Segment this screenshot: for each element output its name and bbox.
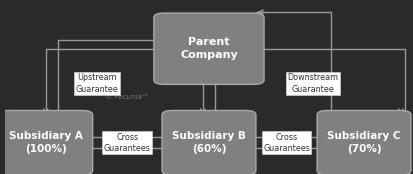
- FancyBboxPatch shape: [0, 110, 93, 174]
- FancyBboxPatch shape: [317, 110, 411, 174]
- Text: Upstream
Guarantee: Upstream Guarantee: [75, 73, 118, 94]
- Text: Subsidiary C
(70%): Subsidiary C (70%): [327, 131, 401, 154]
- Text: Parent
Company: Parent Company: [180, 37, 238, 60]
- Text: © Pecunia™: © Pecunia™: [105, 94, 149, 100]
- Text: Downstream
Guarantee: Downstream Guarantee: [287, 73, 339, 94]
- Text: Subsidiary A
(100%): Subsidiary A (100%): [9, 131, 83, 154]
- FancyBboxPatch shape: [154, 13, 264, 84]
- FancyBboxPatch shape: [162, 110, 256, 174]
- Text: Cross
Guarantees: Cross Guarantees: [104, 133, 151, 153]
- Text: Subsidiary B
(60%): Subsidiary B (60%): [172, 131, 246, 154]
- Text: Cross
Guarantees: Cross Guarantees: [263, 133, 310, 153]
